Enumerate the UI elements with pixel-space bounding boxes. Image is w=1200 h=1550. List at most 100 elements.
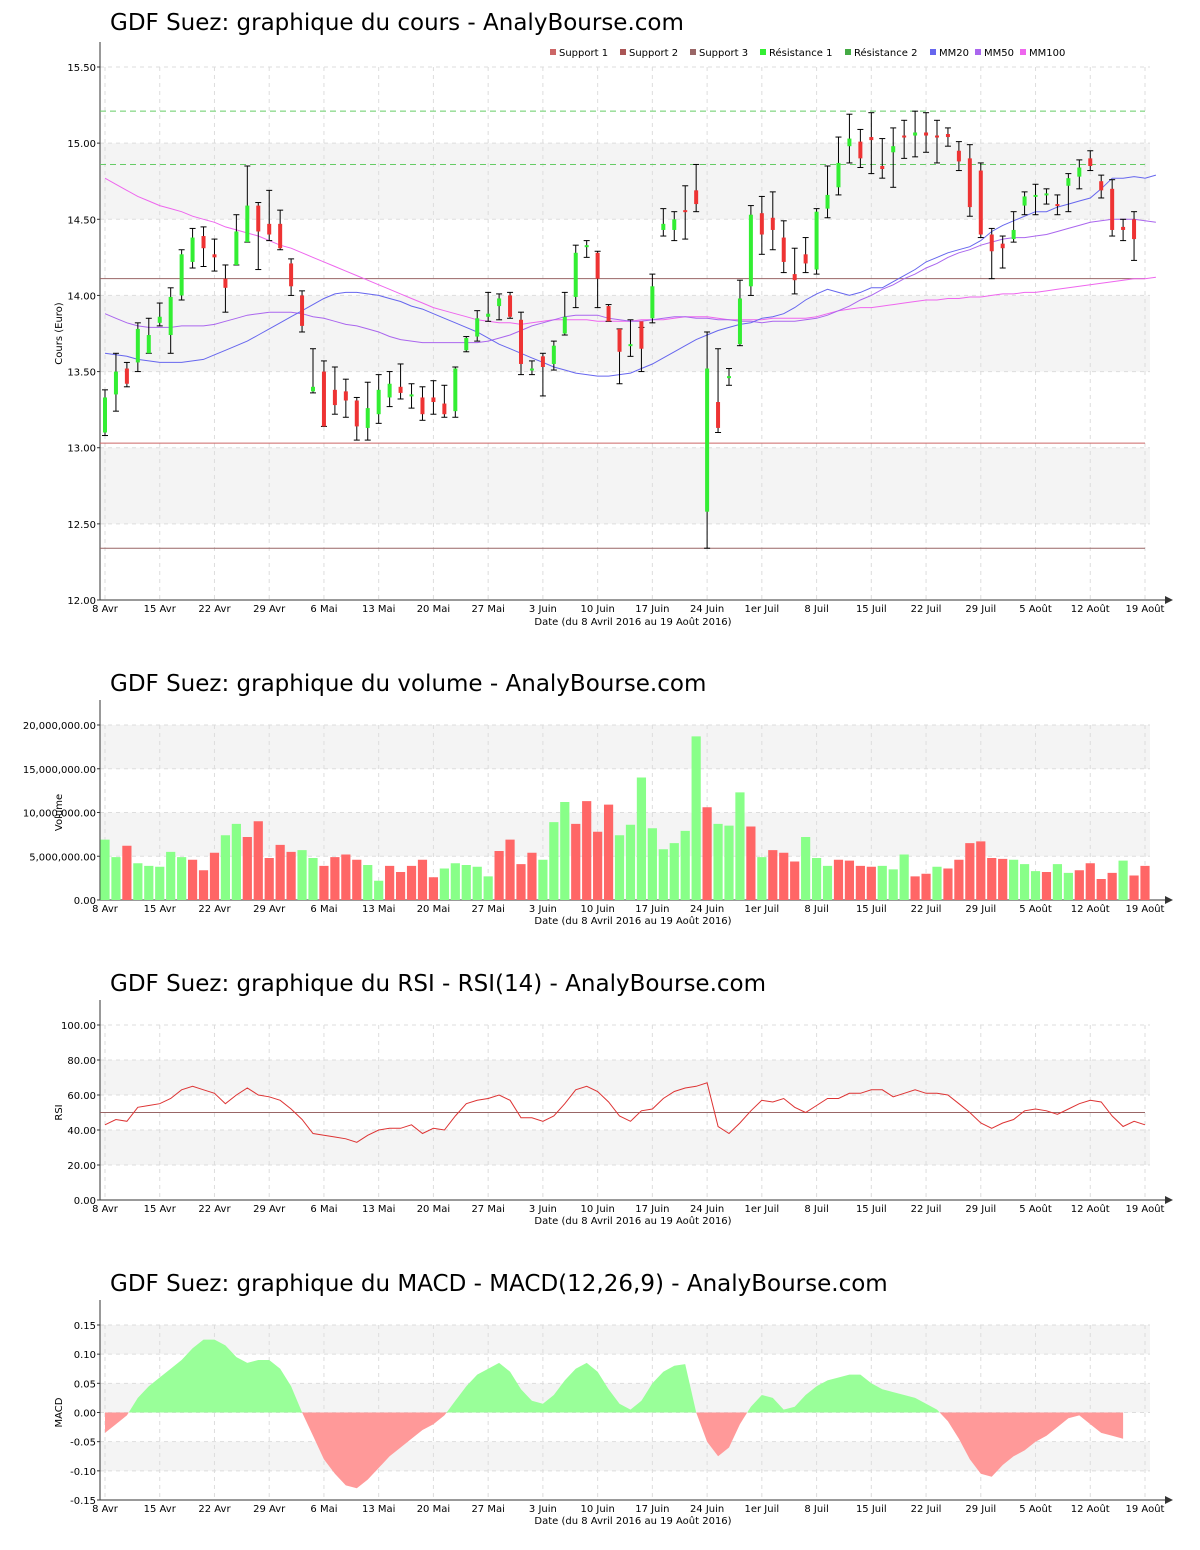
macd-y-tick-label: -0.10 — [70, 1467, 96, 1478]
price-y-tick-label: 15.00 — [67, 139, 96, 150]
volume-bar — [1107, 872, 1117, 900]
volume-bar — [1085, 863, 1095, 900]
candle-body — [354, 400, 359, 427]
candle-body — [1066, 178, 1071, 186]
volume-bar — [439, 868, 449, 900]
candle-body — [179, 254, 184, 296]
rsi-x-tick-label: 3 Juin — [529, 1204, 557, 1215]
candle-body — [989, 234, 994, 252]
volume-bar — [100, 839, 110, 900]
volume-bar — [395, 872, 406, 900]
macd-x-tick-label: 20 Mai — [417, 1504, 450, 1515]
volume-bar — [680, 830, 690, 900]
volume-bar — [253, 821, 263, 900]
macd-x-tick-label: 29 Avr — [253, 1504, 286, 1515]
candle-body — [967, 158, 972, 208]
volume-x-tick-label: 29 Juil — [965, 904, 996, 915]
candle-body — [201, 236, 206, 249]
volume-x-tick-label: 15 Avr — [144, 904, 177, 915]
legend-swatch — [1020, 49, 1026, 55]
volume-bar — [308, 858, 318, 900]
candle-body — [442, 403, 447, 415]
macd-x-axis-arrow — [1165, 1496, 1173, 1504]
volume-bar — [735, 792, 745, 900]
rsi-x-axis-label: Date (du 8 Avril 2016 au 19 Août 2016) — [534, 1215, 731, 1227]
volume-bar — [943, 868, 953, 900]
candle-body — [103, 397, 107, 433]
macd-y-tick-label: 0.15 — [74, 1321, 96, 1332]
volume-bar — [669, 843, 679, 900]
volume-chart: 0.00 5,000,000.00 10,000,000.00 15,000,000.… — [23, 700, 1173, 927]
volume-bar — [855, 865, 865, 900]
macd-y-tick-label: 0.00 — [74, 1409, 96, 1420]
candle-body — [562, 316, 567, 334]
rsi-x-tick-label: 19 Août — [1126, 1203, 1165, 1215]
price-band — [100, 143, 1150, 220]
candle-body — [519, 319, 523, 364]
candle-body — [486, 313, 491, 317]
candle-body — [234, 231, 239, 265]
rsi-x-tick-label: 10 Juin — [580, 1204, 614, 1215]
volume-bar — [1052, 864, 1063, 900]
candle-body — [475, 318, 480, 337]
candle-body — [956, 150, 961, 162]
rsi-x-tick-label: 8 Avr — [92, 1204, 119, 1215]
volume-bar — [209, 852, 220, 900]
volume-bar — [833, 859, 844, 900]
legend-swatch — [975, 49, 981, 55]
macd-positive-area — [446, 1362, 697, 1413]
candle-body — [814, 211, 819, 270]
volume-bar — [527, 852, 537, 900]
candle-body — [540, 356, 545, 368]
volume-bar — [1129, 875, 1139, 900]
volume-bar — [1009, 859, 1019, 900]
price-x-tick-label: 12 Août — [1071, 603, 1110, 615]
macd-chart: -0.15 -0.10 -0.05 0.00 0.05 0.10 0.15 8 Avr 15 A… — [54, 1300, 1173, 1527]
rsi-chart-title: GDF Suez: graphique du RSI - RSI(14) - A… — [110, 971, 767, 997]
volume-bar — [275, 844, 285, 900]
price-x-axis-arrow — [1165, 596, 1173, 604]
legend-swatch — [760, 49, 766, 55]
volume-bar — [1019, 864, 1030, 900]
volume-bar — [1063, 872, 1073, 900]
macd-band — [100, 1325, 1150, 1355]
volume-x-tick-label: 27 Mai — [471, 904, 504, 915]
candle-body — [365, 408, 370, 428]
price-x-tick-label: 8 Juil — [804, 604, 828, 615]
volume-bar — [549, 822, 559, 900]
rsi-y-tick-label: 20.00 — [67, 1161, 96, 1172]
candle-body — [1044, 193, 1049, 196]
volume-bar — [921, 873, 931, 900]
candle-body — [672, 219, 677, 230]
volume-x-tick-label: 8 Juil — [804, 904, 828, 915]
volume-bar — [910, 876, 920, 900]
rsi-y-tick-label: 0.00 — [74, 1196, 96, 1207]
candle-body — [935, 135, 939, 138]
rsi-x-tick-label: 1er Juil — [745, 1204, 780, 1215]
candle-body — [924, 132, 929, 136]
volume-bar — [636, 777, 647, 900]
legend-label: MM100 — [1029, 48, 1065, 59]
candle-body — [617, 328, 622, 352]
candle-body — [1000, 243, 1005, 249]
candle-body — [803, 254, 808, 264]
macd-x-tick-label: 13 Mai — [362, 1504, 395, 1515]
volume-x-tick-label: 22 Avr — [198, 904, 231, 915]
price-chart: 12.00 12.50 13.00 13.50 14.00 14.50 15.00 15.50… — [54, 42, 1173, 628]
legend-swatch — [690, 49, 696, 55]
macd-x-tick-label: 3 Juin — [529, 1504, 557, 1515]
macd-negative-area — [696, 1412, 748, 1457]
volume-bar — [560, 802, 570, 900]
volume-x-tick-label: 5 Août — [1019, 903, 1052, 915]
candle-body — [902, 135, 907, 138]
candle-body — [113, 371, 118, 395]
price-y-tick-label: 13.00 — [67, 444, 96, 455]
candle-body — [858, 141, 863, 159]
legend-label: Support 1 — [559, 48, 608, 59]
volume-y-tick-label: 0.00 — [74, 896, 96, 907]
price-band — [100, 447, 1150, 524]
legend-label: Support 3 — [699, 48, 748, 59]
volume-y-tick-label: 20,000,000.00 — [23, 721, 96, 732]
volume-bar — [461, 865, 471, 900]
candle-body — [300, 295, 305, 326]
